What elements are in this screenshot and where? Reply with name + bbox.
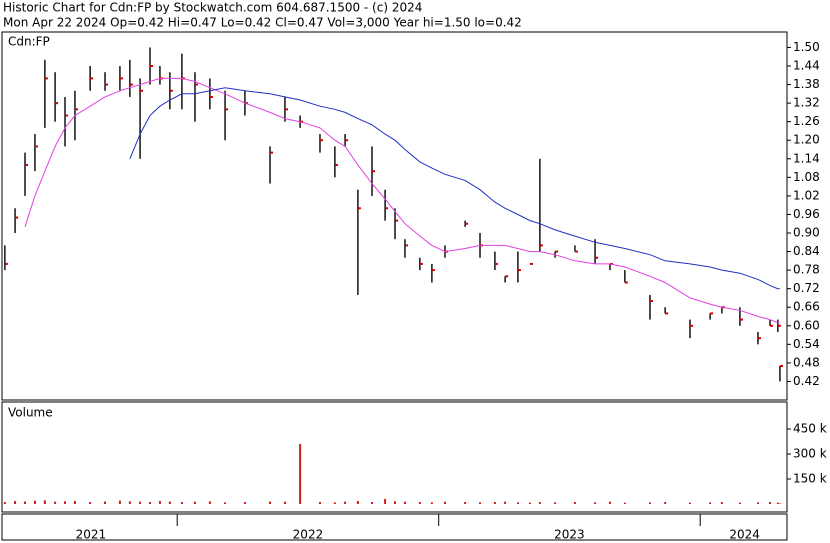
y-tick-label: 1.44: [793, 59, 820, 73]
time-axis: [1, 513, 788, 541]
volume-bar: [493, 502, 496, 504]
volume-bar: [243, 502, 246, 504]
volume-bar: [516, 502, 519, 504]
volume-bar: [384, 499, 387, 504]
volume-bar: [418, 502, 421, 504]
volume-panel: [1, 401, 788, 513]
y-tick-label: 0.48: [793, 355, 820, 369]
y-tick-label: 1.32: [793, 96, 820, 110]
x-tick-label: 2021: [76, 528, 107, 542]
volume-bar: [464, 502, 467, 504]
volume-bar: [776, 502, 779, 504]
chart-subtitle: Mon Apr 22 2024 Op=0.42 Hi=0.47 Lo=0.42 …: [3, 16, 522, 30]
volume-bar: [720, 502, 723, 504]
y-tick-label: 1.02: [793, 188, 820, 202]
y-tick-label: 1.26: [793, 114, 820, 128]
volume-tick-label: 300 k: [793, 447, 827, 461]
y-tick-label: 0.54: [793, 337, 820, 351]
volume-bar: [299, 444, 302, 504]
volume-bar: [538, 502, 541, 504]
volume-bar: [769, 502, 772, 504]
volume-bar: [3, 502, 6, 504]
volume-bar: [89, 502, 92, 504]
x-tick-label: 2023: [554, 528, 585, 542]
y-tick-label: 0.60: [793, 318, 820, 332]
y-tick-label: 0.84: [793, 244, 820, 258]
volume-label: Volume: [8, 406, 53, 420]
volume-bar: [333, 502, 336, 504]
volume-bar: [14, 501, 17, 504]
y-tick-label: 0.96: [793, 207, 820, 221]
volume-bar: [269, 501, 272, 504]
volume-bar: [168, 501, 171, 504]
volume-bar: [24, 501, 27, 504]
moving-average: [129, 87, 780, 290]
volume-bar: [756, 502, 759, 504]
y-tick-label: 0.90: [793, 226, 820, 240]
y-tick-label: 0.72: [793, 281, 820, 295]
volume-bar: [224, 502, 227, 504]
volume-bar: [403, 501, 406, 504]
volume-bar: [33, 500, 36, 504]
volume-bar: [528, 502, 531, 504]
volume-bar: [318, 502, 321, 504]
chart-title: Historic Chart for Cdn:FP by Stockwatch.…: [3, 1, 422, 15]
volume-bar: [479, 502, 482, 504]
volume-bar: [356, 501, 359, 504]
price-label: Cdn:FP: [8, 35, 50, 49]
volume-bar: [139, 501, 142, 504]
volume-bar: [43, 500, 46, 504]
volume-bar: [64, 501, 67, 504]
x-tick-label: 2022: [293, 528, 324, 542]
x-tick-label: 2024: [729, 528, 760, 542]
volume-bar: [158, 501, 161, 504]
volume-bar: [688, 502, 691, 504]
volume-bar: [778, 503, 781, 504]
price-panel: [1, 31, 788, 401]
volume-bar: [443, 501, 446, 504]
volume-bar: [504, 501, 507, 504]
volume-bar: [554, 502, 557, 504]
volume-bar: [344, 501, 347, 504]
volume-bar: [573, 502, 576, 504]
volume-bar: [709, 502, 712, 504]
y-tick-label: 0.42: [793, 374, 820, 388]
volume-bar: [283, 501, 286, 504]
volume-bar: [104, 501, 107, 504]
y-tick-label: 1.20: [793, 133, 820, 147]
volume-bar: [430, 502, 433, 504]
volume-bar: [208, 501, 211, 504]
y-tick-label: 1.08: [793, 170, 820, 184]
volume-tick-label: 450 k: [793, 422, 827, 436]
volume-bar: [738, 502, 741, 504]
y-tick-label: 1.38: [793, 77, 820, 91]
volume-bar: [623, 502, 626, 504]
volume-bar: [371, 502, 374, 504]
volume-bar: [180, 502, 183, 504]
volume-bar: [118, 500, 121, 504]
volume-bar: [648, 502, 651, 504]
volume-bar: [608, 501, 611, 504]
volume-bar: [394, 501, 397, 504]
moving-average: [24, 77, 780, 324]
volume-bar: [128, 501, 131, 504]
y-tick-label: 0.78: [793, 263, 820, 277]
volume-bar: [594, 502, 597, 504]
y-tick-label: 1.14: [793, 151, 820, 165]
volume-bar: [664, 502, 667, 504]
volume-tick-label: 150 k: [793, 472, 827, 486]
y-tick-label: 1.50: [793, 40, 820, 54]
volume-bar: [73, 501, 76, 504]
volume-bar: [193, 501, 196, 504]
y-tick-label: 0.66: [793, 300, 820, 314]
volume-bar: [54, 501, 57, 504]
volume-bar: [149, 502, 152, 504]
